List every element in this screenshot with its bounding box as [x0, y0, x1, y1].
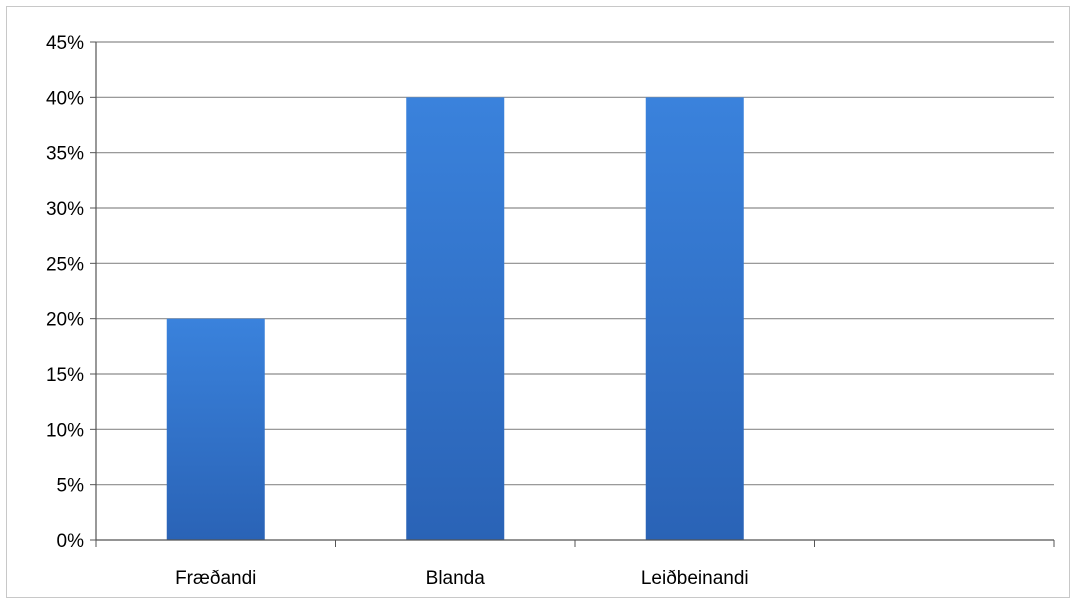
x-category-label: Blanda	[426, 568, 486, 589]
bars	[166, 97, 744, 540]
bar-2	[406, 97, 505, 540]
y-tick-label: 0%	[57, 531, 85, 552]
y-tick-label: 25%	[46, 254, 84, 275]
bar-1	[166, 318, 265, 540]
y-tick-label: 20%	[46, 310, 84, 331]
y-tick-label: 40%	[46, 88, 84, 109]
y-tick-label: 10%	[46, 420, 84, 441]
y-tick-label: 45%	[46, 33, 84, 54]
bar-3	[645, 97, 744, 540]
y-tick-label: 15%	[46, 365, 84, 386]
x-category-label: Fræðandi	[175, 568, 256, 589]
y-tick-label: 35%	[46, 144, 84, 165]
y-tick-label: 5%	[57, 476, 85, 497]
y-tick-label: 30%	[46, 199, 84, 220]
x-axis-labels: Fræðandi Blanda Leiðbeinandi	[175, 568, 749, 589]
y-axis-ticks: 0% 5% 10% 15% 20% 25% 30% 35% 40% 45%	[46, 33, 96, 552]
x-category-label: Leiðbeinandi	[641, 568, 749, 589]
axes	[95, 42, 1055, 547]
